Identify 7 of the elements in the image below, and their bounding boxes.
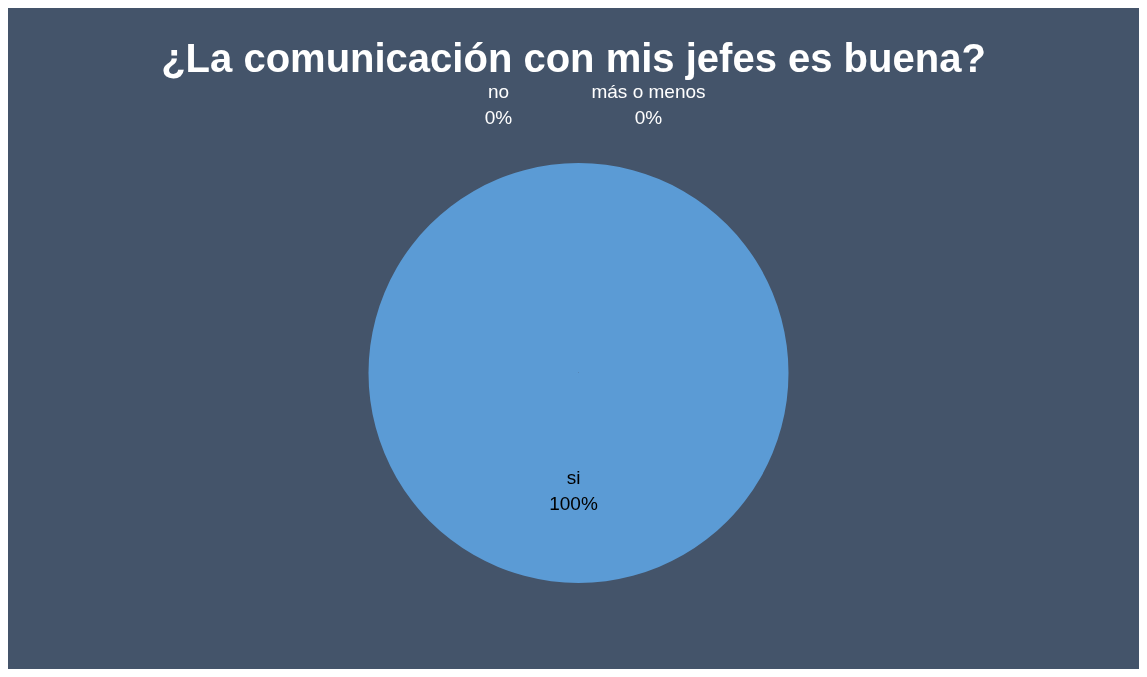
category-label: más o menos [591,81,706,102]
text: 0% [484,107,513,128]
text: 0% [634,107,663,128]
slice-label: si [566,466,581,488]
chart-title: ¿La comunicación con mis jefes es buena? [160,36,987,81]
data-label: 100% [549,492,598,514]
category-label: no [487,81,510,102]
